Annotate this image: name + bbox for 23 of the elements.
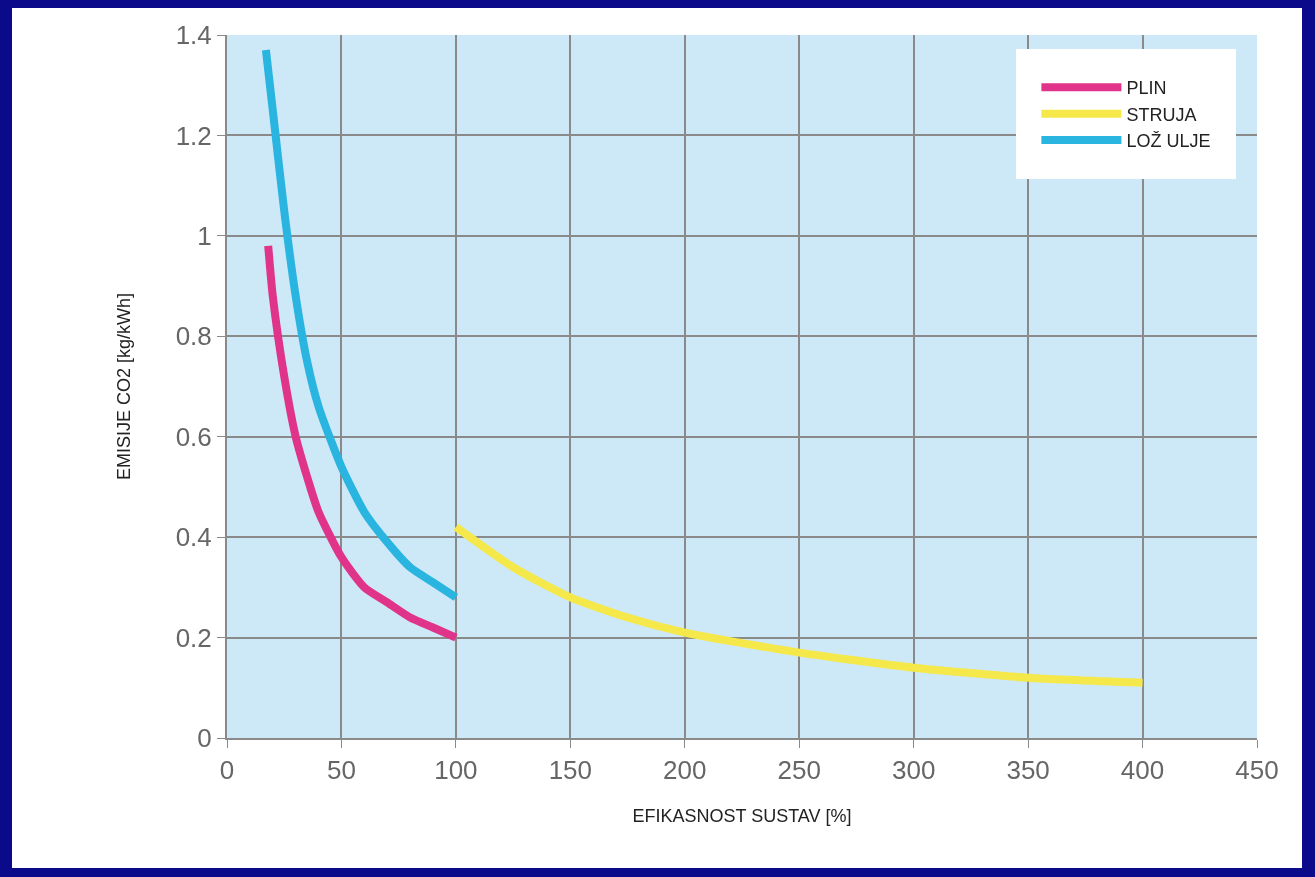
x-tick-label: 400 (1120, 755, 1165, 786)
y-tick-label: 1 (197, 220, 212, 251)
x-tick-label: 200 (663, 755, 707, 786)
x-tick-label: 0 (219, 755, 235, 786)
legend-label: STRUJA (1126, 104, 1197, 125)
y-tick-label: 1.4 (175, 20, 212, 51)
y-tick-label: 0.6 (175, 421, 212, 452)
y-tick-label: 1.2 (175, 120, 212, 151)
x-tick-label: 100 (434, 755, 478, 786)
legend-label: LOŽ ULJE (1126, 131, 1211, 152)
y-tick-label: 0.8 (175, 321, 212, 352)
x-tick-label: 450 (1235, 755, 1279, 786)
y-tick-label: 0 (197, 723, 212, 754)
y-tick-label: 0.2 (175, 622, 212, 653)
legend-label: PLIN (1126, 78, 1167, 99)
x-tick-label: 250 (777, 755, 821, 786)
x-tick-label: 350 (1006, 755, 1050, 786)
y-tick-label: 0.4 (175, 522, 212, 553)
x-tick-label: 50 (326, 755, 356, 786)
y-axis-title: EMISIJE CO2 [kg/kWh] (114, 292, 135, 481)
x-tick-label: 300 (891, 755, 936, 786)
x-axis-title: EFIKASNOST SUSTAV [%] (632, 805, 852, 826)
x-tick-label: 150 (548, 755, 593, 786)
